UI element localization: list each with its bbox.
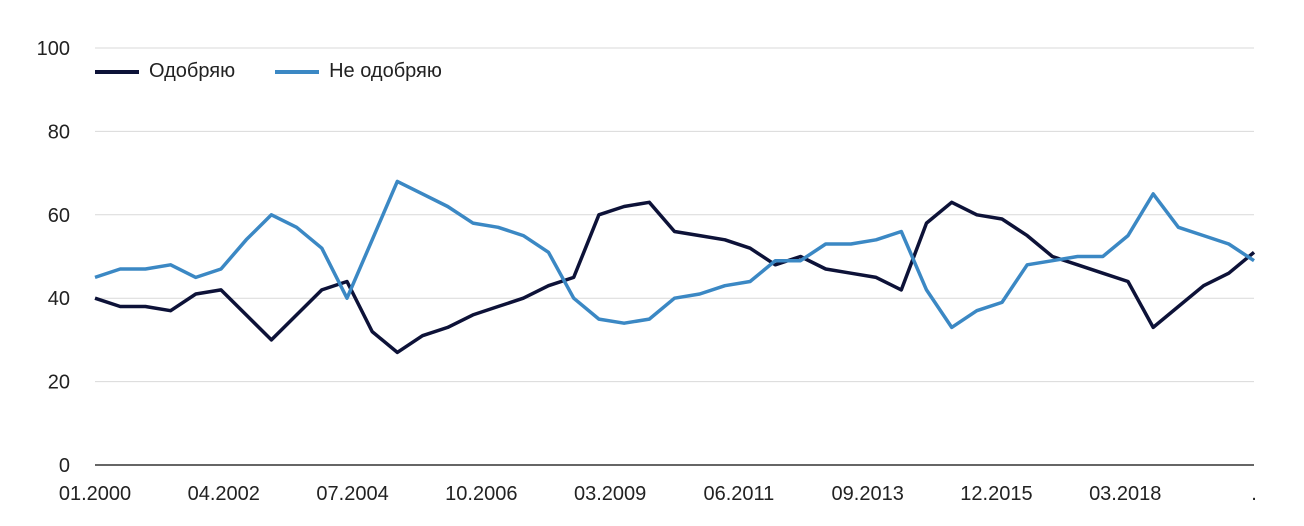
x-tick-label: 12.2015 — [960, 483, 1032, 505]
series-line-approve — [94, 200, 1256, 355]
x-tick-label: 09.2013 — [832, 483, 904, 505]
series-line-disapprove — [94, 179, 1255, 330]
x-tick-label: 04.2002 — [188, 483, 260, 505]
legend-item-approve: Одобряю — [95, 60, 235, 83]
x-tick-label: 10.2006 — [445, 483, 517, 505]
legend-swatch-approve — [95, 69, 139, 74]
y-tick-label: 100 — [37, 38, 70, 60]
legend-item-disapprove: Не одобряю — [275, 60, 442, 83]
x-tick-label: 06.2011 — [703, 483, 774, 505]
x-tick-label: . — [1251, 483, 1257, 505]
x-tick-label: 03.2018 — [1089, 483, 1161, 505]
y-tick-label: 40 — [48, 288, 70, 310]
legend-label-disapprove: Не одобряю — [329, 60, 442, 82]
legend-label-approve: Одобряю — [149, 60, 236, 82]
x-tick-label: 01.2000 — [59, 483, 131, 505]
y-tick-label: 0 — [59, 455, 70, 477]
x-tick-label: 07.2004 — [316, 483, 388, 505]
y-tick-label: 80 — [48, 121, 70, 143]
x-tick-label: 03.2009 — [574, 483, 646, 505]
y-tick-label: 20 — [48, 372, 70, 394]
y-tick-label: 60 — [48, 205, 70, 227]
legend: Одобряю Не одобряю — [95, 60, 442, 83]
legend-swatch-disapprove — [275, 69, 320, 74]
